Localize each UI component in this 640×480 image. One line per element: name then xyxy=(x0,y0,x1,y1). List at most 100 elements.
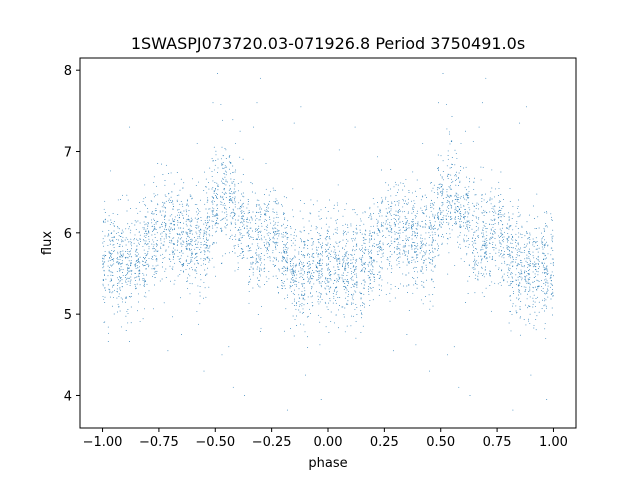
data-point xyxy=(501,256,503,258)
data-point xyxy=(413,284,415,286)
data-point xyxy=(351,276,353,278)
data-point xyxy=(443,221,444,223)
data-point xyxy=(499,242,501,244)
data-point xyxy=(423,259,425,261)
data-point xyxy=(352,259,354,261)
data-point xyxy=(361,305,363,307)
data-point xyxy=(494,228,496,230)
data-point xyxy=(399,209,400,211)
data-point xyxy=(408,262,410,264)
data-point xyxy=(390,283,392,285)
data-point xyxy=(265,276,267,278)
data-point xyxy=(168,258,170,260)
data-point xyxy=(466,254,468,256)
data-point xyxy=(332,302,334,304)
data-point xyxy=(233,213,235,215)
data-point xyxy=(229,193,231,194)
data-point xyxy=(344,286,346,288)
data-point xyxy=(421,195,423,197)
data-point xyxy=(170,280,171,282)
data-point xyxy=(538,266,540,268)
data-point xyxy=(117,279,119,281)
data-point xyxy=(274,189,276,191)
data-point xyxy=(355,282,357,284)
data-point xyxy=(194,203,196,205)
data-point xyxy=(291,259,292,261)
data-point xyxy=(529,269,530,271)
data-point xyxy=(417,221,419,223)
data-point xyxy=(121,232,122,234)
data-point xyxy=(363,303,365,305)
data-point xyxy=(225,193,227,195)
data-point xyxy=(172,220,174,222)
data-point xyxy=(286,249,288,251)
data-point xyxy=(432,215,434,217)
data-point xyxy=(373,225,374,227)
data-point xyxy=(232,208,234,210)
data-point xyxy=(459,180,461,182)
data-point xyxy=(369,276,370,278)
data-point xyxy=(122,236,124,238)
data-point xyxy=(437,235,439,237)
data-point xyxy=(255,223,257,224)
data-point xyxy=(250,266,252,268)
data-point xyxy=(317,271,319,273)
data-point xyxy=(433,226,434,227)
data-point xyxy=(381,215,383,217)
data-point xyxy=(397,244,399,245)
data-point xyxy=(324,287,326,289)
data-point xyxy=(396,246,398,248)
data-point xyxy=(432,259,434,261)
data-point xyxy=(405,238,407,240)
data-point xyxy=(526,254,528,256)
data-point xyxy=(501,269,503,271)
data-point xyxy=(152,256,153,258)
data-point xyxy=(133,239,135,241)
data-point xyxy=(464,215,466,217)
data-point xyxy=(485,222,487,224)
data-point xyxy=(515,274,517,276)
data-point xyxy=(524,275,526,277)
data-point xyxy=(164,214,166,216)
y-axis-label: flux xyxy=(40,231,55,255)
data-point xyxy=(329,243,331,245)
data-point xyxy=(299,263,300,265)
data-point xyxy=(307,336,309,338)
data-point xyxy=(157,203,159,205)
data-point xyxy=(267,207,269,209)
data-point xyxy=(486,228,488,229)
data-point xyxy=(321,286,323,288)
data-point xyxy=(302,218,304,220)
data-point xyxy=(541,232,543,234)
data-point xyxy=(551,285,553,286)
data-point xyxy=(215,275,216,277)
data-point xyxy=(455,179,457,181)
data-point xyxy=(296,325,298,326)
data-point xyxy=(325,223,327,225)
data-point xyxy=(541,285,543,287)
data-point xyxy=(509,284,511,286)
data-point xyxy=(517,276,519,278)
data-point xyxy=(259,211,261,213)
data-point xyxy=(410,228,412,230)
data-point xyxy=(322,252,324,254)
data-point xyxy=(339,257,340,259)
data-point xyxy=(191,198,193,200)
data-point xyxy=(432,240,434,242)
data-point xyxy=(191,233,193,235)
data-point xyxy=(242,248,244,250)
data-point xyxy=(207,219,209,221)
data-point xyxy=(334,253,336,255)
data-point xyxy=(364,211,366,213)
data-point xyxy=(361,250,363,252)
data-point xyxy=(498,217,499,219)
data-point xyxy=(344,253,346,255)
data-point xyxy=(196,142,198,144)
data-point xyxy=(261,208,263,210)
data-point xyxy=(104,212,106,213)
data-point xyxy=(468,220,470,222)
data-point xyxy=(113,236,115,238)
data-point xyxy=(448,186,450,188)
data-point xyxy=(203,250,205,251)
data-point xyxy=(304,294,306,296)
